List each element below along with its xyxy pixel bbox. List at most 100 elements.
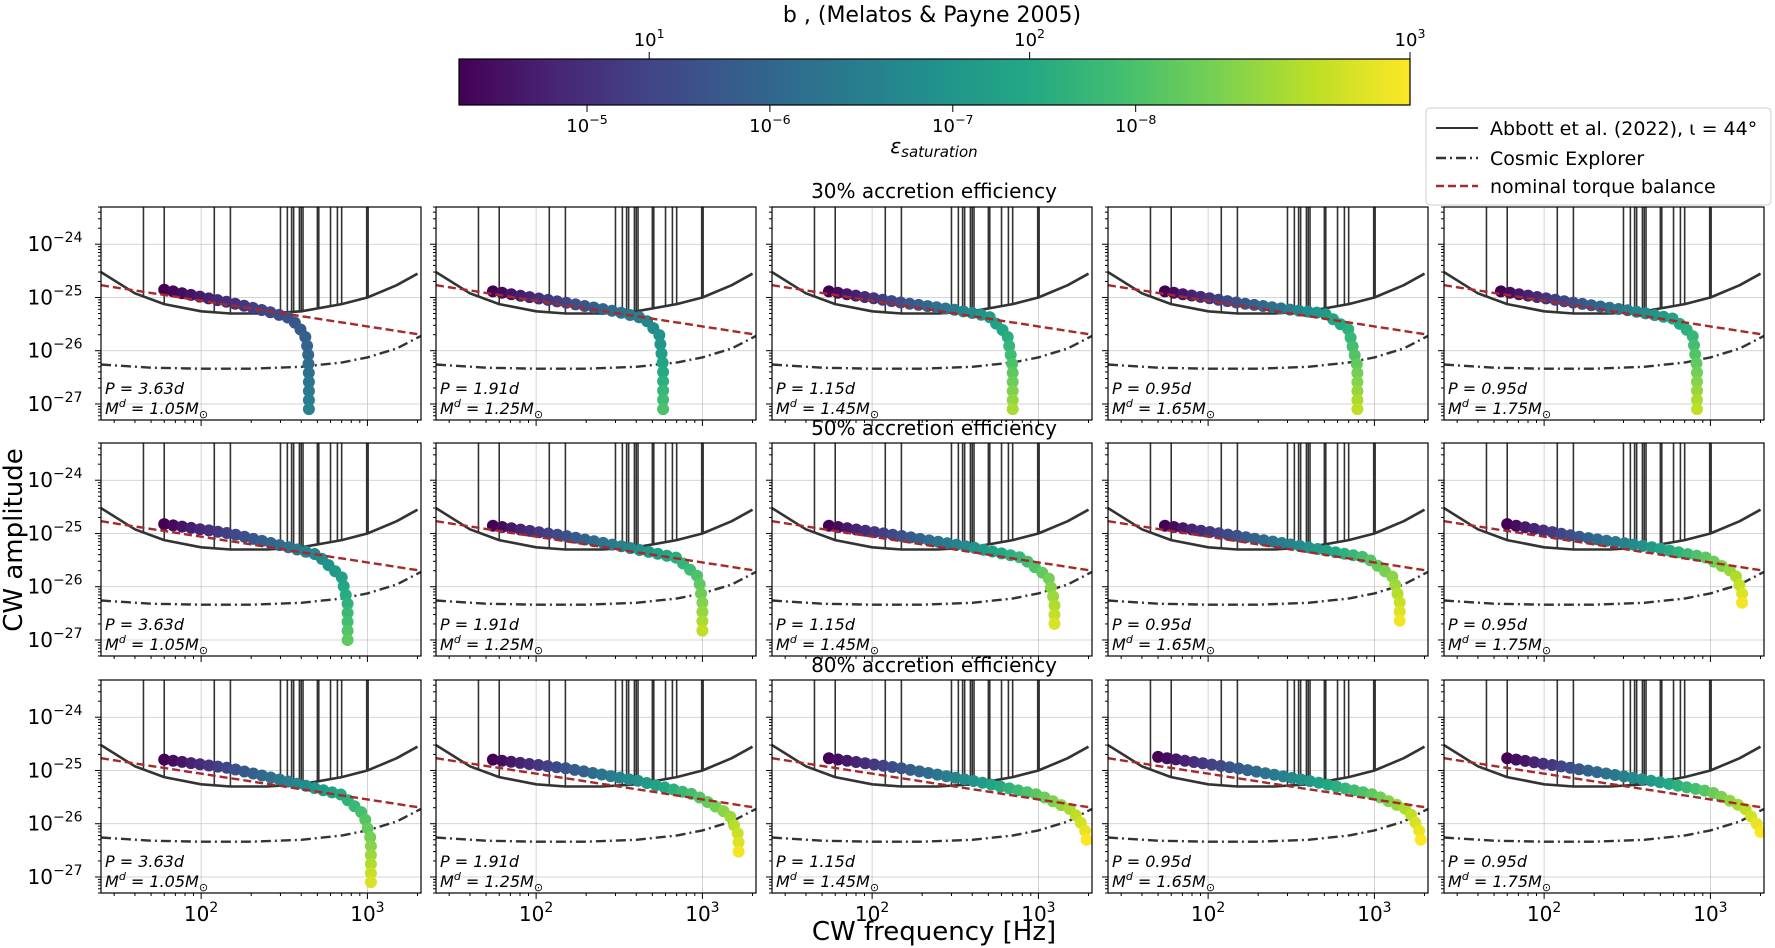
mass-label: Md = 1.45M⊙	[776, 397, 879, 421]
scatter-point	[1519, 754, 1532, 767]
cosmic-explorer-curve	[436, 570, 756, 606]
scatter-point	[1259, 767, 1272, 780]
scatter-point	[1555, 760, 1568, 773]
scatter-point	[1501, 752, 1514, 765]
scatter-point	[1006, 403, 1019, 416]
abbott-curve	[772, 743, 1090, 788]
scatter-point	[1351, 376, 1364, 389]
scatter-point	[202, 759, 215, 772]
scatter-point	[1414, 833, 1427, 846]
scatter-point	[1312, 776, 1325, 789]
torque-balance-line	[101, 757, 421, 809]
torque-balance-line	[436, 757, 756, 809]
scatter-point	[1546, 759, 1559, 771]
cosmic-explorer-curve	[772, 570, 1092, 606]
scatter-point	[577, 765, 590, 778]
scatter-point	[622, 773, 635, 786]
scatter-point	[1048, 599, 1061, 612]
scatter-point	[1754, 826, 1764, 838]
colorbar-top-tick-label: 103	[1395, 26, 1426, 51]
scatter-point	[832, 753, 844, 766]
scatter-point	[211, 525, 224, 538]
scatter-point	[1203, 526, 1216, 538]
scatter-point	[1681, 548, 1694, 561]
scatter-point	[1691, 384, 1703, 397]
colorbar-bottom-tick-label: 10−5	[566, 112, 607, 137]
colorbar-bottom-ticks: 10−5 10−6 10−7 10−8	[566, 105, 1156, 137]
torque-balance-line	[1444, 284, 1764, 336]
abbott-curve	[1444, 506, 1762, 551]
scatter-point	[1690, 357, 1703, 370]
scatter-point	[1248, 532, 1261, 545]
scatter-point	[1292, 304, 1305, 317]
period-label: P = 3.63d	[105, 852, 185, 871]
scatter-point	[1663, 544, 1676, 557]
scatter-point	[1736, 596, 1749, 609]
scatter-point	[696, 615, 709, 628]
scatter-point	[1006, 366, 1019, 379]
scatter-point	[1662, 777, 1675, 790]
scatter-point	[967, 775, 980, 787]
period-label: P = 3.63d	[105, 615, 185, 634]
scatter-point	[302, 348, 315, 361]
scatter-point	[695, 587, 708, 600]
scatter-point	[1329, 546, 1342, 559]
row-title-3: 80% accretion efficiency	[811, 653, 1057, 677]
scatter-point	[1591, 533, 1604, 546]
x-tick-label: 102	[855, 900, 889, 926]
scatter-point	[850, 523, 863, 536]
scatter-point	[1546, 526, 1559, 539]
scatter-point	[1214, 759, 1227, 772]
scatter-point	[1221, 528, 1234, 541]
scatter-point	[859, 524, 872, 537]
scatter-point	[732, 845, 745, 858]
scatter-point	[341, 606, 354, 619]
scatter-point	[158, 753, 171, 766]
scatter-point	[941, 537, 954, 550]
abbott-curve	[1108, 506, 1426, 551]
scatter-point	[1582, 764, 1595, 777]
scatter-point	[1736, 587, 1749, 600]
scatter-point	[850, 756, 863, 768]
scatter-point	[1688, 339, 1700, 352]
legend-label-abbott: Abbott et al. (2022), ι = 44°	[1490, 118, 1757, 140]
x-tick-label: 103	[1357, 900, 1391, 926]
period-label: P = 0.95d	[1112, 379, 1192, 398]
scatter-point	[523, 758, 536, 770]
scatter-point	[523, 524, 536, 537]
scatter-point	[886, 761, 899, 773]
mass-label: Md = 1.45M⊙	[776, 870, 879, 894]
scatter-point	[959, 540, 972, 553]
scatter-point	[1501, 518, 1514, 531]
period-label: P = 1.91d	[440, 852, 520, 871]
scatter-point	[604, 770, 617, 783]
scatter-point	[1671, 779, 1684, 792]
mass-label: Md = 1.25M⊙	[440, 870, 543, 894]
scatter-point	[1691, 375, 1703, 388]
y-tick-label: 10−26	[28, 810, 83, 836]
scatter-point	[514, 756, 527, 769]
scatter-point	[932, 535, 945, 548]
scatter-point	[167, 754, 180, 767]
scatter-point	[533, 526, 545, 539]
scatter-point	[904, 531, 917, 544]
scatter-point	[1004, 348, 1017, 361]
scatter-point	[1194, 524, 1207, 537]
scatter-point	[1653, 776, 1666, 789]
scatter-point	[341, 634, 354, 646]
scatter-point	[1609, 536, 1622, 548]
scatter-point	[958, 773, 971, 786]
y-tick-label: 10−26	[28, 573, 83, 599]
abbott-curve	[1108, 270, 1426, 315]
scatter-point	[651, 547, 664, 560]
scatter-point	[657, 366, 670, 378]
scatter-point	[931, 768, 944, 781]
row-title-1: 30% accretion efficiency	[811, 179, 1057, 203]
scatter-point	[1048, 608, 1061, 621]
scatter-point	[1277, 770, 1290, 783]
colorbar-bottom-label: εsaturation	[890, 134, 977, 161]
scatter-point	[1196, 757, 1209, 770]
y-tick-label: 10−24	[28, 703, 83, 729]
y-tick-label: 10−27	[28, 390, 83, 416]
